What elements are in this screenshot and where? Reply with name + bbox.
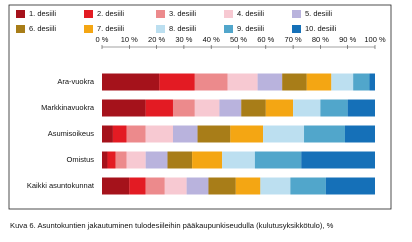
bar-segment — [126, 151, 146, 169]
bar-segment — [293, 99, 321, 117]
bar-segment — [129, 177, 146, 195]
x-tick-label: 100 % — [364, 35, 386, 44]
bar-segment — [282, 73, 307, 91]
legend-label: 9. desiili — [237, 24, 264, 33]
bar-segment — [227, 73, 258, 91]
bar-segment — [263, 125, 305, 143]
legend-swatch — [16, 25, 25, 33]
legend-swatch — [156, 25, 165, 33]
bar-segment — [331, 73, 354, 91]
category-label: Ara-vuokra — [57, 77, 95, 86]
x-tick-label: 80 % — [312, 35, 329, 44]
x-tick-label: 60 % — [257, 35, 274, 44]
bar-segment — [219, 99, 242, 117]
legend-label: 3. desiili — [169, 9, 196, 18]
bar-segment — [347, 99, 375, 117]
bar-segment — [164, 177, 187, 195]
bar-segment — [320, 99, 348, 117]
legend-label: 7. desiili — [97, 24, 124, 33]
legend-label: 5. desiili — [305, 9, 332, 18]
bar-segment — [126, 125, 146, 143]
legend-swatch — [84, 10, 93, 18]
bar-segment — [194, 73, 228, 91]
bar-segment — [102, 73, 160, 91]
bar-segment — [145, 177, 165, 195]
legend-swatch — [156, 10, 165, 18]
category-label: Omistus — [66, 155, 94, 164]
x-tick-label: 70 % — [285, 35, 302, 44]
bar-segment — [145, 151, 168, 169]
bar-segment — [257, 73, 283, 91]
legend-swatch — [16, 10, 25, 18]
category-label: Kaikki asuntokunnat — [27, 181, 95, 190]
bar-segment — [102, 125, 113, 143]
legend-swatch — [292, 10, 301, 18]
bar-segment — [265, 99, 294, 117]
bar-segment — [167, 151, 193, 169]
bar-segment — [369, 73, 375, 91]
bar-segment — [325, 177, 375, 195]
legend-swatch — [224, 25, 233, 33]
legend-label: 8. desiili — [169, 24, 196, 33]
legend-label: 1. desiili — [29, 9, 56, 18]
x-tick-label: 30 % — [175, 35, 192, 44]
bar-segment — [172, 99, 195, 117]
bar-segment — [235, 177, 261, 195]
chart-frame — [8, 4, 392, 210]
bar-segment — [159, 73, 195, 91]
bar-segment — [353, 73, 370, 91]
bar-segment — [102, 99, 146, 117]
legend-label: 4. desiili — [237, 9, 264, 18]
bar-segment — [102, 177, 130, 195]
bar-segment — [260, 177, 291, 195]
x-tick-label: 10 % — [121, 35, 138, 44]
bar-segment — [102, 151, 108, 169]
x-tick-label: 50 % — [230, 35, 247, 44]
category-label: Asumisoikeus — [48, 129, 95, 138]
bar-segment — [186, 177, 209, 195]
bar-segment — [145, 99, 173, 117]
caption: Kuva 6. Asuntokuntien jakautuminen tulod… — [10, 221, 334, 230]
bar-segment — [344, 125, 375, 143]
bar-segment — [194, 99, 220, 117]
bar-segment — [145, 125, 173, 143]
bar-segment — [197, 125, 231, 143]
bar-segment — [115, 151, 127, 169]
bar-segment — [112, 125, 127, 143]
bar-segment — [172, 125, 198, 143]
bar-segment — [241, 99, 266, 117]
x-tick-label: 90 % — [339, 35, 356, 44]
bar-segment — [192, 151, 223, 169]
bar-segment — [230, 125, 264, 143]
legend-label: 6. desiili — [29, 24, 56, 33]
legend-swatch — [224, 10, 233, 18]
category-label: Markkinavuokra — [41, 103, 95, 112]
legend-label: 10. desiili — [305, 24, 337, 33]
bar-segment — [301, 151, 375, 169]
legend-swatch — [292, 25, 301, 33]
bar-segment — [306, 73, 332, 91]
bar-segment — [107, 151, 116, 169]
legend-swatch — [84, 25, 93, 33]
bar-segment — [208, 177, 236, 195]
bar-segment — [222, 151, 255, 169]
x-tick-label: 0 % — [96, 35, 109, 44]
bar-segment — [290, 177, 326, 195]
x-tick-label: 40 % — [203, 35, 220, 44]
x-tick-label: 20 % — [148, 35, 165, 44]
bar-segment — [254, 151, 302, 169]
legend-label: 2. desiili — [97, 9, 124, 18]
bar-segment — [304, 125, 345, 143]
